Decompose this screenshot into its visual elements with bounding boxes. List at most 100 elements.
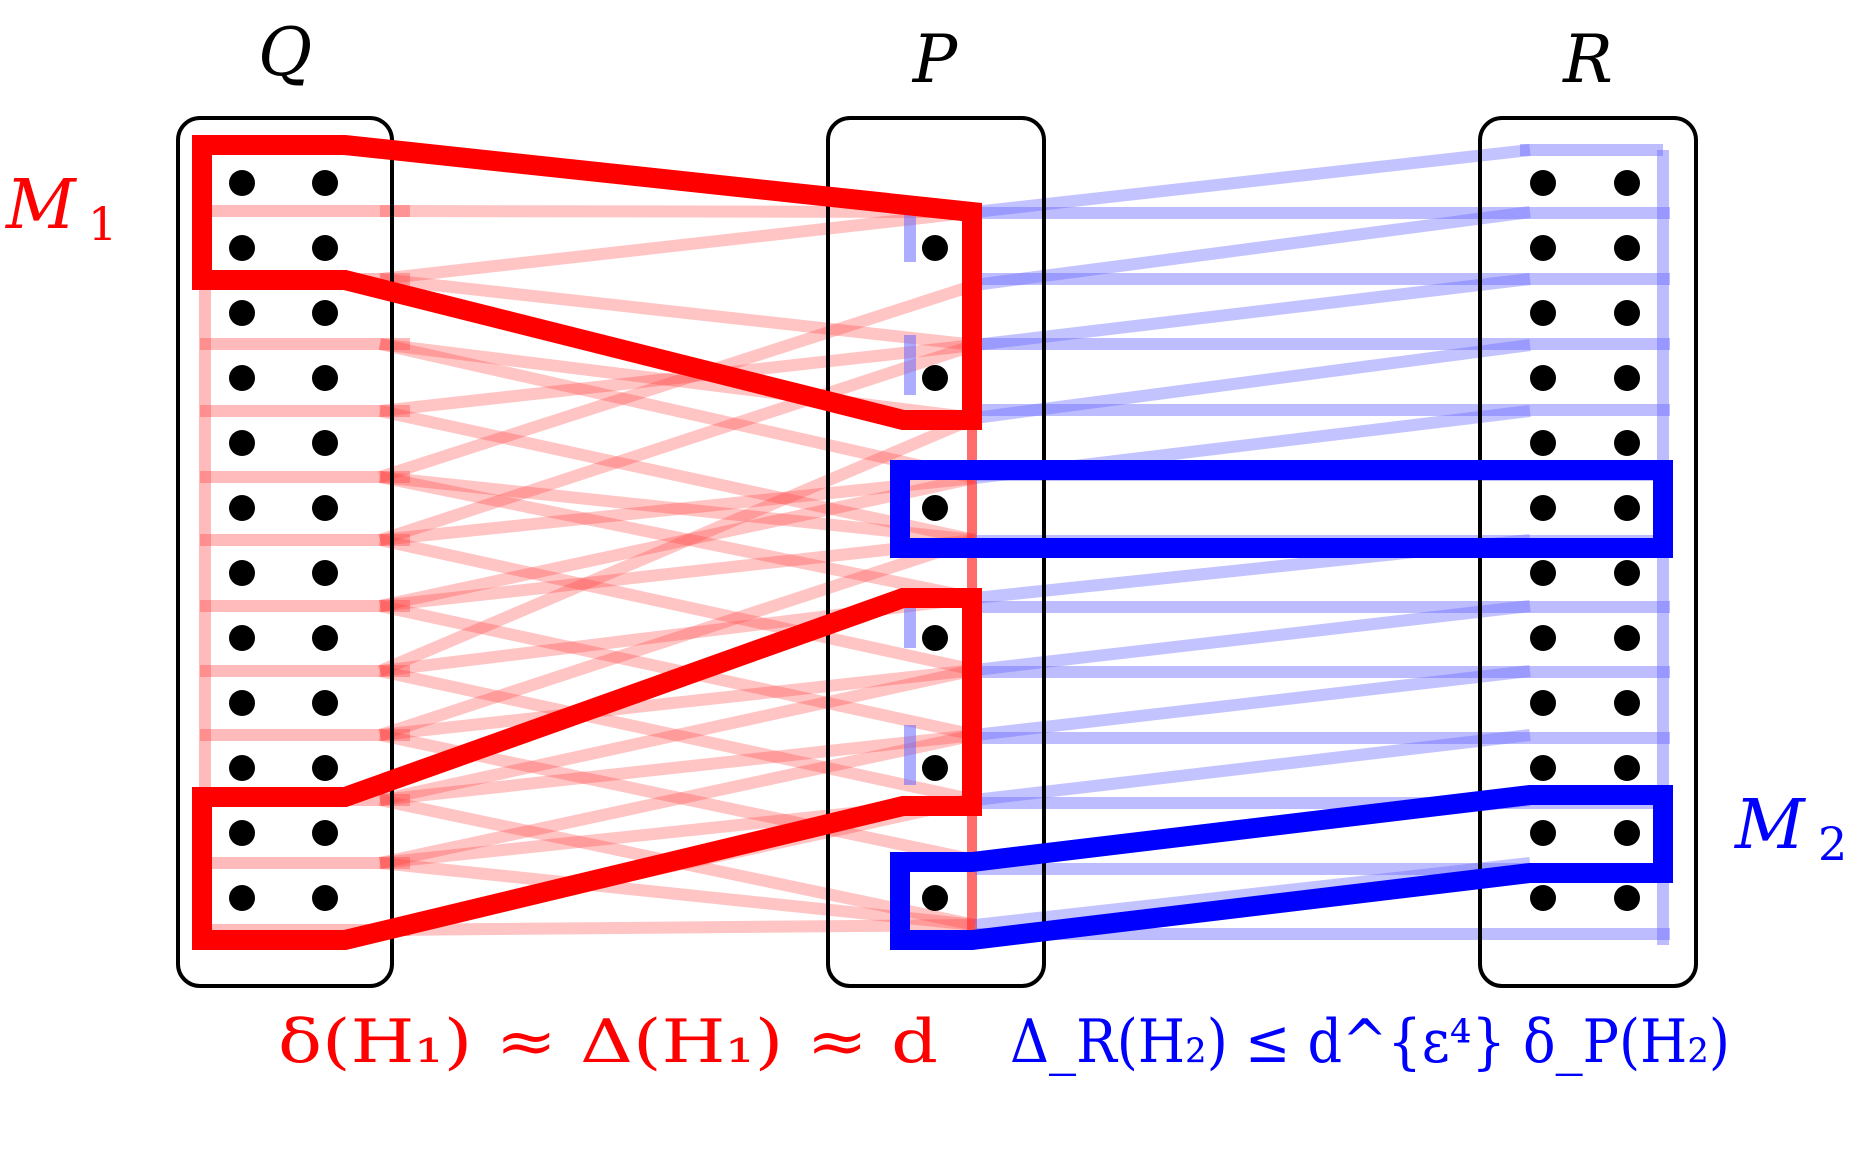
m1-label-main: M <box>4 166 78 245</box>
m2-edge-bottom <box>890 785 1673 950</box>
vertex-r <box>1614 625 1640 651</box>
vertex-r <box>1530 690 1556 716</box>
vertex-q <box>312 820 338 846</box>
vertex-q <box>312 885 338 911</box>
m2-edge-middle <box>890 460 1673 558</box>
vertex-q <box>229 235 255 261</box>
matching-m2 <box>890 460 1673 950</box>
m1-edge-bottom <box>192 588 982 950</box>
vertex-q <box>229 885 255 911</box>
h1-edge-segment <box>379 205 976 218</box>
h1-edge-segment <box>379 206 976 285</box>
h2-edge-segment <box>974 600 1531 676</box>
vertex-q <box>312 560 338 586</box>
vertex-r <box>1530 495 1556 521</box>
vertex-q <box>312 365 338 391</box>
part-q-box <box>176 116 394 988</box>
h1-edge-segment <box>378 664 977 806</box>
vertex-q <box>229 300 255 326</box>
h2-edge-segment <box>974 144 1531 218</box>
vertex-r <box>1530 170 1556 196</box>
m1-label-sub: 1 <box>88 197 117 251</box>
h1-edge-segment <box>379 857 976 931</box>
vertex-r <box>1530 235 1556 261</box>
part-p-label: P <box>912 21 959 98</box>
h1-edge-segment <box>378 279 977 483</box>
vertex-p <box>922 755 948 781</box>
vertex-r <box>1530 300 1556 326</box>
vertex-r <box>1614 495 1640 521</box>
vertex-q <box>312 755 338 781</box>
vertex-p <box>922 625 948 651</box>
h1-edge-segment <box>379 339 976 417</box>
vertex-q <box>229 690 255 716</box>
vertex-p <box>922 495 948 521</box>
vertex-r <box>1614 365 1640 391</box>
vertex-q <box>312 625 338 651</box>
vertex-r <box>1614 820 1640 846</box>
m2-label: M 2 <box>1733 786 1847 871</box>
h2-edge-segment <box>974 665 1531 741</box>
vertex-r <box>1530 820 1556 846</box>
vertex-q <box>229 170 255 196</box>
h1-edge-segment <box>378 338 977 484</box>
part-q-label: Q <box>258 14 312 91</box>
part-r-label: R <box>1562 21 1613 98</box>
h1-edge-segment <box>379 664 976 741</box>
vertex-q <box>312 170 338 196</box>
vertex-q <box>312 690 338 716</box>
h1-edge-segment <box>378 534 977 741</box>
vertices <box>229 170 1640 911</box>
vertex-q <box>312 495 338 521</box>
m2-label-main: M <box>1733 786 1807 865</box>
h1-edge-segment <box>378 472 977 612</box>
m1-label: M 1 <box>4 166 117 251</box>
vertex-r <box>1614 430 1640 456</box>
vertex-q <box>229 820 255 846</box>
h2-edge-segment <box>974 339 1531 424</box>
h1-edge-segment <box>379 919 976 936</box>
vertex-r <box>1614 170 1640 196</box>
vertex-r <box>1530 430 1556 456</box>
vertex-r <box>1530 755 1556 781</box>
vertex-p <box>922 235 948 261</box>
vertex-r <box>1614 690 1640 716</box>
vertex-r <box>1530 365 1556 391</box>
h2-edge-segment <box>974 729 1531 806</box>
vertex-r <box>1614 235 1640 261</box>
vertex-r <box>1614 560 1640 586</box>
h1-edge-segment <box>379 273 976 351</box>
h2-edge-segment <box>974 273 1531 351</box>
caption-h2-degree: Δ_R(H₂) ≤ d^{ε⁴} δ_P(H₂) <box>1010 1007 1730 1077</box>
vertex-q <box>229 560 255 586</box>
h2-edge-segment <box>974 206 1531 291</box>
vertex-r <box>1530 560 1556 586</box>
vertex-r <box>1614 300 1640 326</box>
matching-m1 <box>192 135 982 950</box>
h1-edge-segment <box>378 405 977 546</box>
vertex-r <box>1614 755 1640 781</box>
vertex-q <box>229 625 255 651</box>
h1-edge-segment <box>378 471 977 604</box>
vertex-r <box>1614 885 1640 911</box>
h1-edge-segment <box>379 472 976 546</box>
h1-edge-segment <box>378 534 977 676</box>
m1-edge-top <box>192 135 982 430</box>
vertex-p <box>922 365 948 391</box>
caption-h1-degree: δ(H₁) ≈ Δ(H₁) ≈ d <box>278 1007 938 1077</box>
vertex-q <box>312 430 338 456</box>
vertex-r <box>1530 625 1556 651</box>
h1-edge-segment <box>377 412 978 677</box>
h1-edge-segment <box>379 534 976 612</box>
vertex-q <box>229 430 255 456</box>
vertex-q <box>312 300 338 326</box>
m2-label-sub: 2 <box>1818 817 1847 871</box>
h1-edge-segment <box>379 729 976 806</box>
h1-edge-segment <box>378 665 977 806</box>
vertex-q <box>312 235 338 261</box>
vertex-q <box>229 755 255 781</box>
h1-edge-segment <box>378 339 977 546</box>
vertex-q <box>229 495 255 521</box>
h1-edge-segment <box>379 471 976 546</box>
